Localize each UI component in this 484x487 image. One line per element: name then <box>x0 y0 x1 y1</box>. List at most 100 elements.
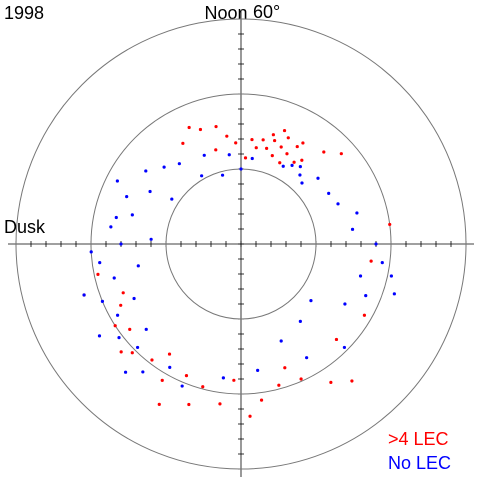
top-label: Noon <box>204 3 247 23</box>
point <box>358 274 363 278</box>
point <box>250 156 254 161</box>
point <box>119 350 123 354</box>
point <box>162 165 166 169</box>
point <box>298 173 302 177</box>
point <box>89 250 93 254</box>
point <box>218 402 222 406</box>
point <box>334 337 339 342</box>
point <box>380 260 384 265</box>
point <box>374 242 378 246</box>
point <box>198 127 203 132</box>
point <box>281 164 285 168</box>
point <box>148 189 152 194</box>
point <box>128 327 132 331</box>
legend-entry: No LEC <box>388 453 451 473</box>
chart-title: 1998 <box>4 3 44 23</box>
point <box>279 339 283 343</box>
point <box>336 202 340 206</box>
point <box>343 302 347 306</box>
point <box>149 237 153 241</box>
point <box>132 296 136 301</box>
point <box>309 299 313 303</box>
point <box>214 148 218 152</box>
point <box>170 197 174 201</box>
point <box>150 358 154 362</box>
point <box>232 378 236 382</box>
point <box>121 291 125 295</box>
point <box>115 179 119 183</box>
point <box>130 351 134 355</box>
point <box>342 345 347 350</box>
point <box>316 176 320 180</box>
point <box>180 384 184 388</box>
point <box>200 174 204 178</box>
point <box>329 380 333 384</box>
legend-entry: >4 LEC <box>388 429 449 449</box>
point <box>261 138 265 142</box>
point <box>114 215 118 220</box>
point <box>298 165 302 169</box>
point <box>369 259 373 263</box>
point <box>285 152 289 156</box>
point <box>144 169 148 173</box>
point <box>157 402 161 406</box>
point <box>259 398 264 402</box>
point <box>221 376 225 380</box>
point <box>181 141 185 145</box>
point <box>286 136 290 140</box>
point <box>123 370 128 374</box>
point <box>350 379 354 383</box>
point <box>271 133 275 137</box>
point <box>339 152 343 156</box>
point <box>227 153 231 157</box>
point <box>225 134 229 138</box>
point <box>270 154 274 158</box>
point <box>300 158 304 162</box>
point <box>115 313 120 317</box>
point <box>144 327 148 331</box>
point <box>273 138 277 143</box>
point <box>117 335 121 340</box>
point <box>278 161 282 165</box>
point <box>187 125 191 130</box>
point <box>167 352 172 356</box>
point <box>135 345 140 350</box>
point <box>202 153 206 157</box>
point <box>82 293 86 297</box>
point <box>96 272 100 277</box>
point <box>305 356 309 360</box>
point <box>248 414 252 418</box>
point <box>243 156 248 160</box>
point <box>214 125 218 129</box>
point <box>322 150 326 154</box>
point <box>109 225 113 229</box>
point <box>119 242 123 246</box>
point <box>256 368 260 373</box>
point <box>277 383 281 387</box>
point <box>389 274 393 278</box>
point <box>283 366 287 370</box>
point <box>282 128 287 133</box>
ring <box>90 93 392 395</box>
point <box>201 385 205 389</box>
point <box>239 167 243 171</box>
point <box>295 144 299 149</box>
point <box>234 141 238 145</box>
point <box>350 227 355 231</box>
left-label: Dusk <box>4 217 46 237</box>
point <box>98 260 102 265</box>
point <box>299 377 303 381</box>
point <box>290 163 294 167</box>
point <box>97 334 102 338</box>
ring-label: 60° <box>253 2 280 22</box>
point <box>254 146 258 150</box>
point <box>265 146 269 150</box>
ring <box>15 18 467 470</box>
point <box>301 141 305 145</box>
point <box>364 294 368 298</box>
point <box>113 324 117 328</box>
point <box>160 378 164 382</box>
point <box>141 370 145 374</box>
point <box>125 195 129 199</box>
